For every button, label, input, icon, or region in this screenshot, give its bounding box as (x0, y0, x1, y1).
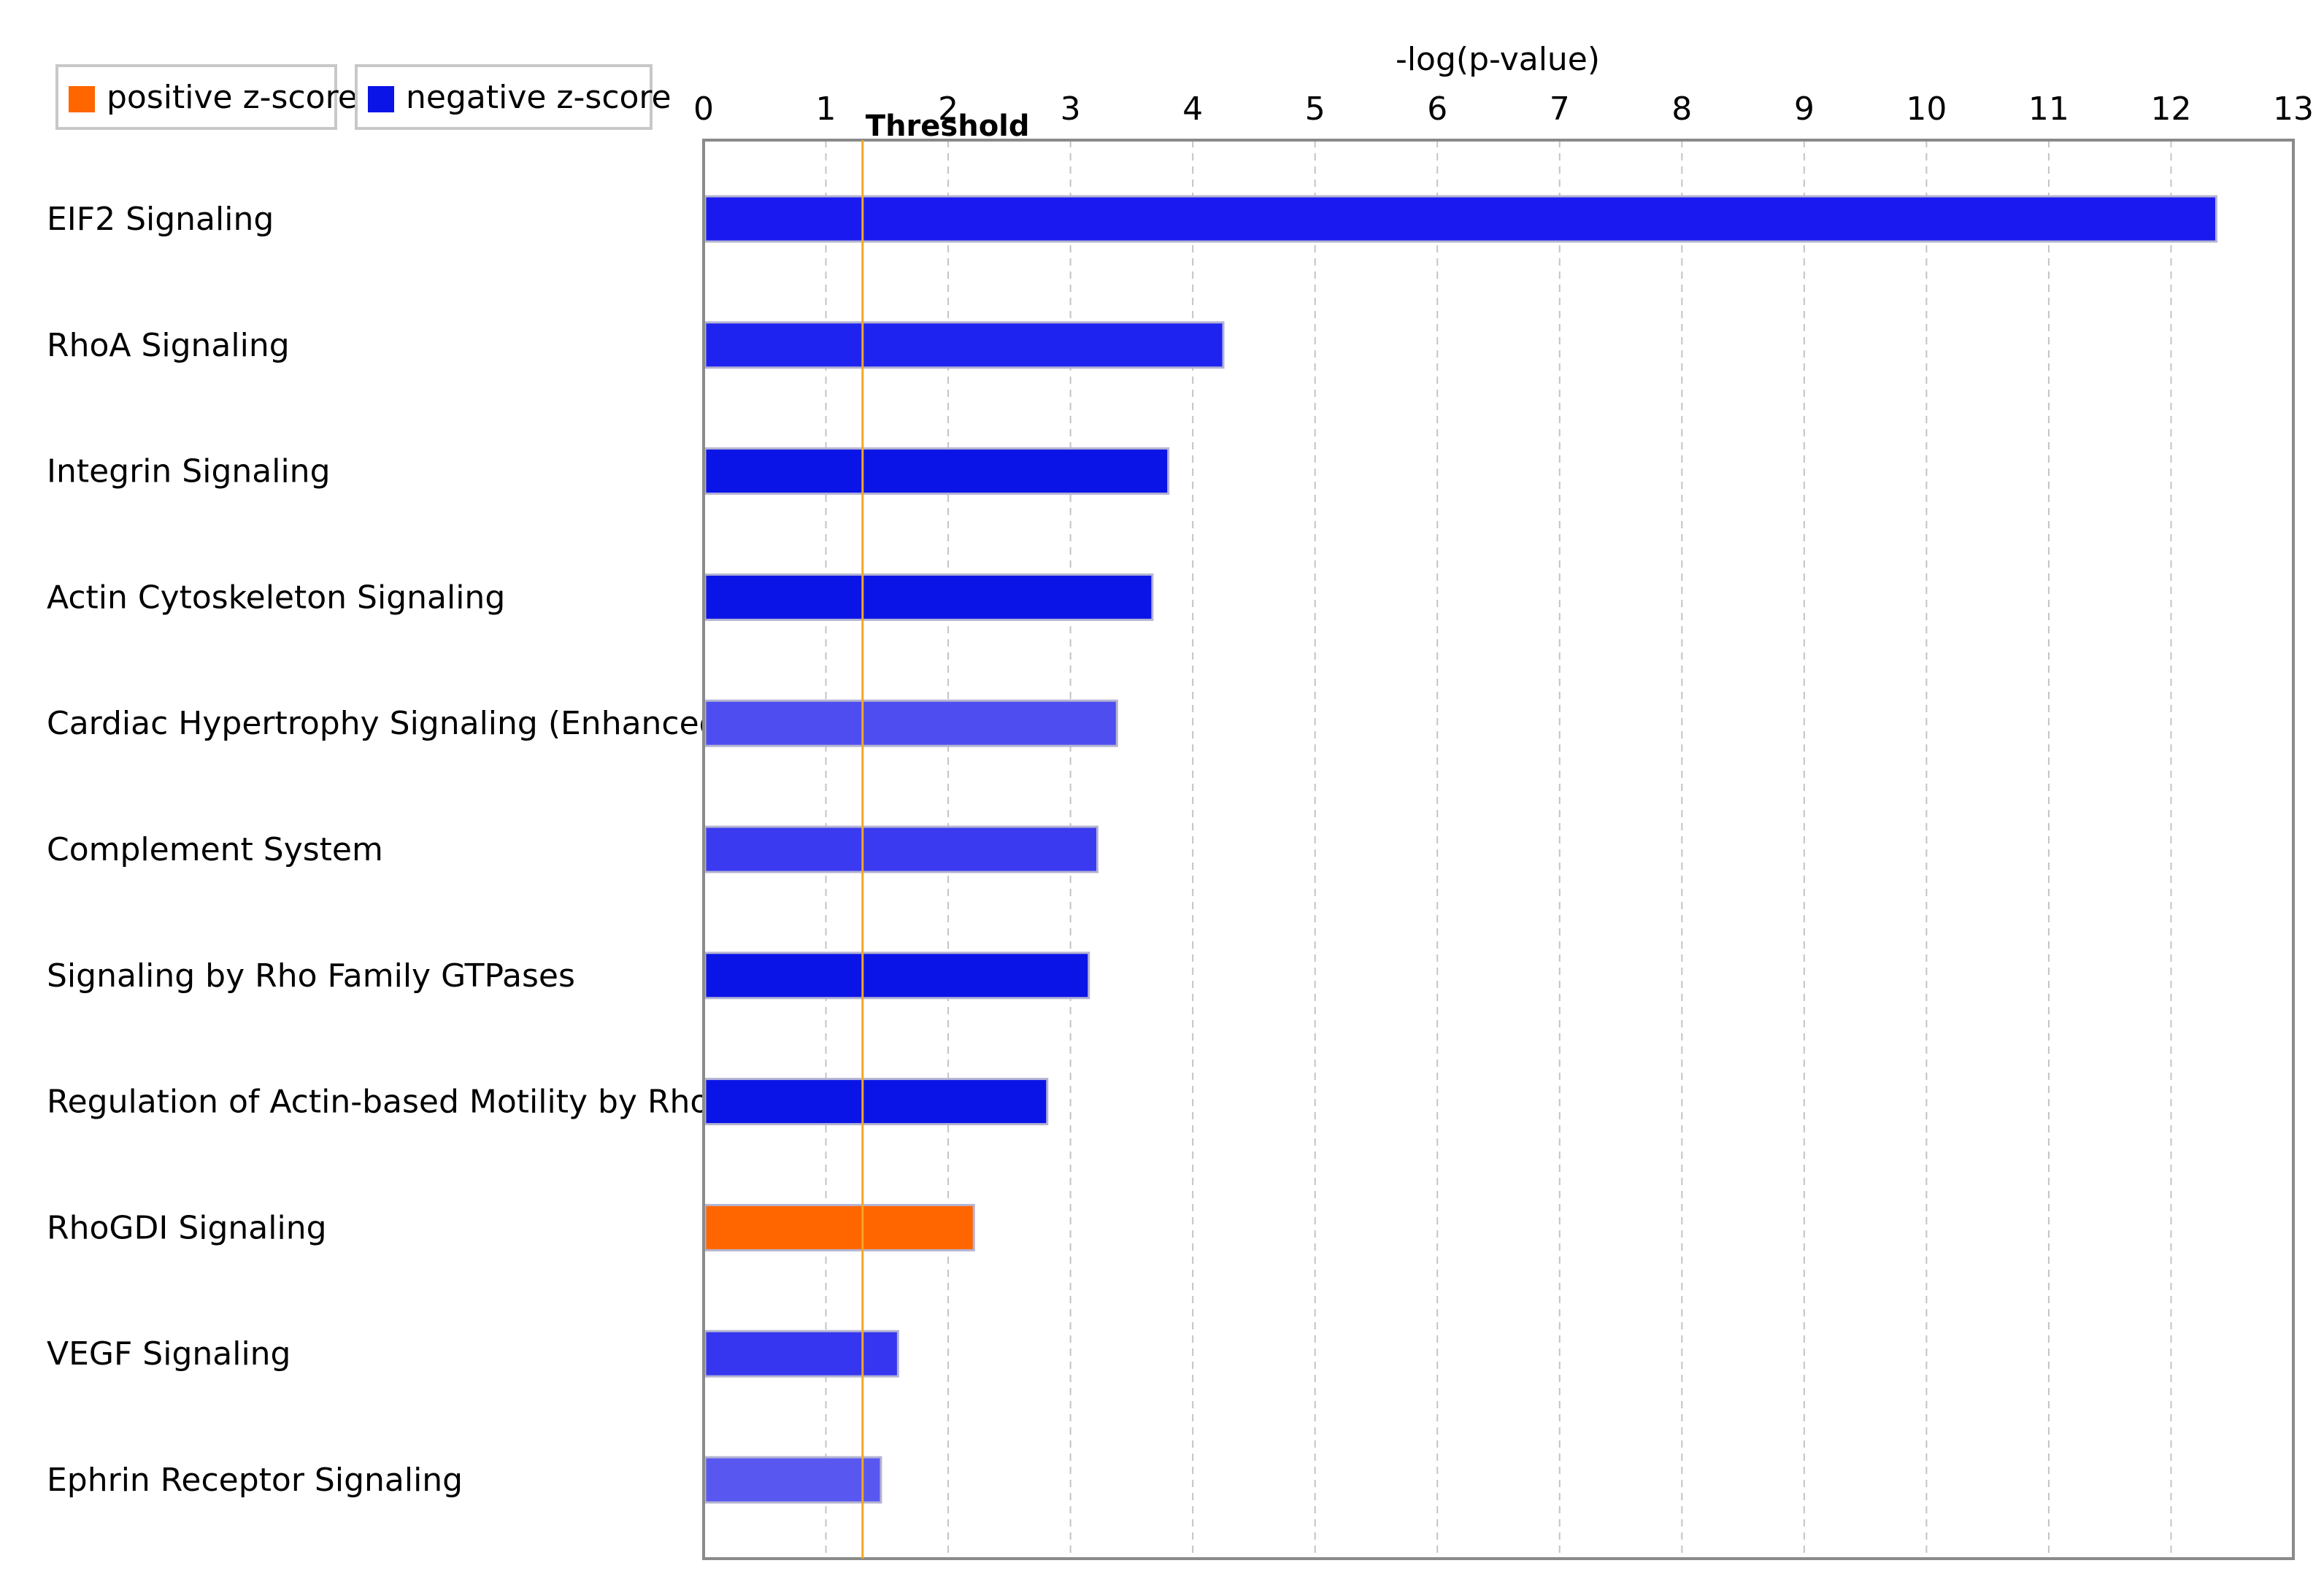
x-tick-label: 12 (2150, 90, 2191, 128)
x-tick-label: 8 (1671, 90, 1692, 128)
bar (704, 1456, 882, 1504)
x-tick-label: 9 (1794, 90, 1815, 128)
category-label: EIF2 Signaling (47, 201, 274, 238)
x-tick-label: 11 (2028, 90, 2069, 128)
legend-negative-label: negative z-score (406, 79, 672, 116)
x-tick-label: 10 (1906, 90, 1947, 128)
category-label: Regulation of Actin-based Motility by Rh… (47, 1084, 709, 1121)
legend-positive-box (55, 64, 337, 130)
bar (704, 447, 1170, 495)
bars (704, 195, 2217, 1504)
category-label: Integrin Signaling (47, 453, 331, 490)
category-label: Ephrin Receptor Signaling (47, 1462, 463, 1499)
x-tick-label: 0 (693, 90, 714, 128)
bar (704, 825, 1098, 873)
x-tick-label: 2 (938, 90, 958, 128)
bar (704, 699, 1118, 747)
category-label: RhoA Signaling (47, 327, 290, 364)
x-tick-label: 4 (1182, 90, 1203, 128)
x-tick-label: 7 (1550, 90, 1570, 128)
category-label: Signaling by Rho Family GTPases (47, 957, 575, 995)
category-label: Complement System (47, 831, 383, 868)
category-labels: EIF2 Signaling RhoA Signaling Integrin Sig… (47, 201, 732, 1499)
bar (704, 321, 1225, 369)
bar (704, 1078, 1049, 1126)
legend-negative-swatch (368, 86, 394, 112)
x-tick-labels: 0 1 2 3 4 5 6 7 8 9 10 11 12 13 (693, 90, 2314, 128)
bar (704, 195, 2217, 243)
bar (704, 1330, 899, 1378)
x-tick-label: 13 (2273, 90, 2314, 128)
category-label: VEGF Signaling (47, 1335, 291, 1373)
bar (704, 952, 1090, 1000)
x-axis-title: -log(p-value) (1396, 41, 1600, 78)
x-tick-label: 3 (1061, 90, 1081, 128)
x-tick-label: 5 (1305, 90, 1325, 128)
bar (704, 1203, 975, 1251)
threshold-label: Threshold (866, 109, 1030, 143)
legend-positive-swatch (69, 86, 95, 112)
legend: positive z-score negative z-score (55, 64, 672, 130)
legend-negative-box (355, 64, 653, 130)
plot-frame (702, 139, 2295, 1560)
category-label: Actin Cytoskeleton Signaling (47, 579, 505, 616)
category-label: RhoGDI Signaling (47, 1209, 327, 1246)
bar (704, 573, 1154, 621)
category-label: Cardiac Hypertrophy Signaling (Enhanced) (47, 705, 732, 742)
legend-positive-label: positive z-score (107, 79, 358, 116)
x-tick-label: 6 (1427, 90, 1447, 128)
x-tick-label: 1 (816, 90, 836, 128)
